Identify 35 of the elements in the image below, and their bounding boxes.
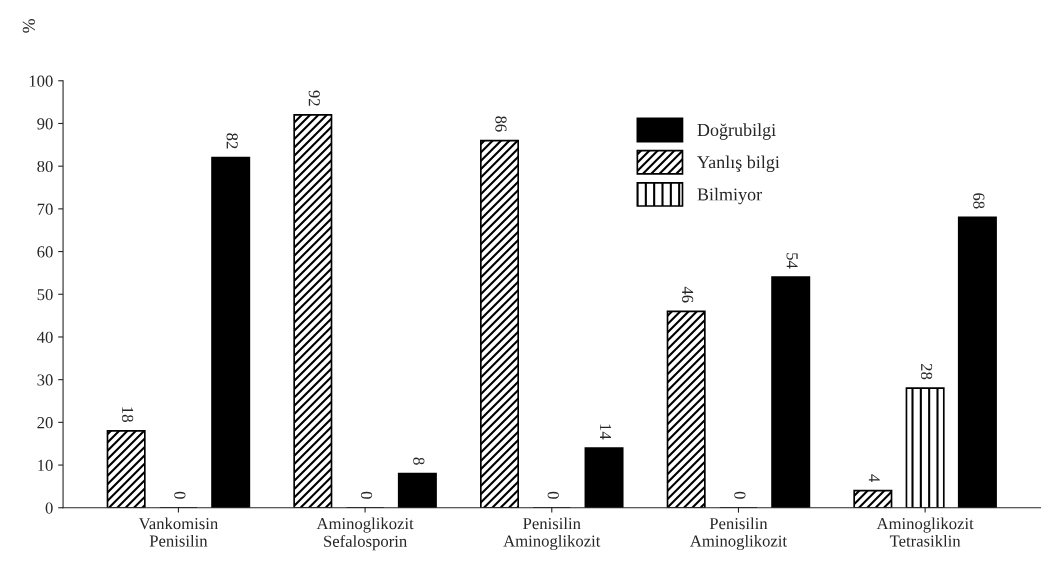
y-tick-label: 60 [37,246,53,258]
y-axis-title: % [22,18,35,33]
y-tick-label: 10 [38,459,53,472]
y-tick-label: 90 [37,118,53,130]
data-label: 0 [547,491,559,499]
y-tick-label: 100 [29,75,53,87]
y-tick-label: 30 [37,374,53,386]
data-label: 28 [920,363,933,380]
data-label: 8 [413,457,425,465]
legend-label: Bilmiyor [697,187,762,205]
x-tick-label: Aminoglikozit Tetrasiklin [876,517,974,547]
legend-label: Yanlış bilgi [697,155,780,173]
x-tick-label: Penisilin Aminoglikozit [503,517,601,551]
legend-label: Doğrubilgi [697,123,776,140]
y-tick-label: 80 [37,160,53,173]
data-label: 92 [308,90,320,106]
data-label: 46 [682,286,694,303]
x-tick-label: Aminoglikozit Sefalosporin [316,517,414,551]
data-label: 0 [734,491,746,499]
data-label: 18 [121,407,134,422]
y-tick-label: 50 [37,288,53,301]
data-label: 14 [600,424,612,440]
x-tick-label: Penisilin Aminoglikozit [690,517,787,551]
y-tick-label: 20 [37,417,53,429]
data-label: 4 [868,474,880,483]
y-tick-label: 40 [37,331,53,343]
x-tick-label: Vankomisin Penisilin [138,517,218,547]
data-label: 82 [226,133,238,149]
y-tick-label: 70 [37,203,53,215]
data-label: 54 [786,253,798,269]
data-label: 68 [973,193,985,209]
y-tick-label: 0 [45,502,53,514]
data-label: 0 [174,491,186,499]
data-label: 0 [360,491,373,499]
data-label: 86 [495,116,507,132]
